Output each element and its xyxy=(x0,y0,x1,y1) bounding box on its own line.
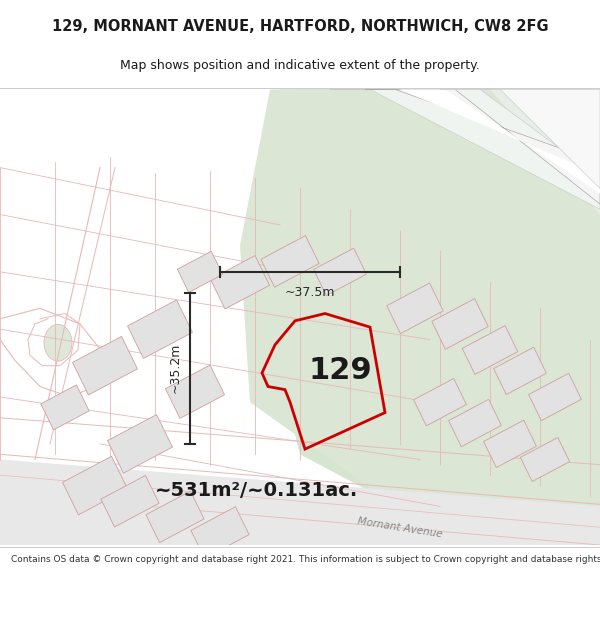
Polygon shape xyxy=(295,89,600,423)
Polygon shape xyxy=(440,89,600,188)
Polygon shape xyxy=(413,379,466,426)
Polygon shape xyxy=(494,348,547,394)
Polygon shape xyxy=(191,507,249,558)
Polygon shape xyxy=(484,420,536,468)
Polygon shape xyxy=(387,283,443,334)
Text: ~35.2m: ~35.2m xyxy=(169,343,182,394)
Polygon shape xyxy=(529,373,581,421)
Polygon shape xyxy=(107,414,172,473)
Text: Mornant Avenue: Mornant Avenue xyxy=(357,516,443,539)
Polygon shape xyxy=(449,399,502,447)
Text: 129: 129 xyxy=(308,356,372,386)
Polygon shape xyxy=(178,251,223,292)
Polygon shape xyxy=(128,300,193,359)
Polygon shape xyxy=(462,326,518,374)
Polygon shape xyxy=(375,89,600,194)
Polygon shape xyxy=(365,89,600,204)
Text: Contains OS data © Crown copyright and database right 2021. This information is : Contains OS data © Crown copyright and d… xyxy=(11,554,600,564)
Polygon shape xyxy=(73,336,137,395)
Polygon shape xyxy=(314,248,367,296)
Polygon shape xyxy=(0,459,600,545)
Polygon shape xyxy=(41,385,89,430)
Text: 129, MORNANT AVENUE, HARTFORD, NORTHWICH, CW8 2FG: 129, MORNANT AVENUE, HARTFORD, NORTHWICH… xyxy=(52,19,548,34)
Ellipse shape xyxy=(44,324,72,361)
Polygon shape xyxy=(432,299,488,349)
Polygon shape xyxy=(146,491,204,542)
Polygon shape xyxy=(435,89,600,214)
Polygon shape xyxy=(166,365,224,418)
Polygon shape xyxy=(261,236,319,287)
Polygon shape xyxy=(260,89,600,545)
Polygon shape xyxy=(358,89,600,152)
Polygon shape xyxy=(101,476,159,527)
Text: Map shows position and indicative extent of the property.: Map shows position and indicative extent… xyxy=(120,59,480,72)
Text: ~37.5m: ~37.5m xyxy=(285,286,335,299)
Text: ~531m²/~0.131ac.: ~531m²/~0.131ac. xyxy=(155,481,358,500)
Polygon shape xyxy=(211,256,269,309)
Polygon shape xyxy=(62,456,127,515)
Polygon shape xyxy=(330,89,600,209)
Polygon shape xyxy=(240,89,600,545)
Polygon shape xyxy=(520,438,569,481)
